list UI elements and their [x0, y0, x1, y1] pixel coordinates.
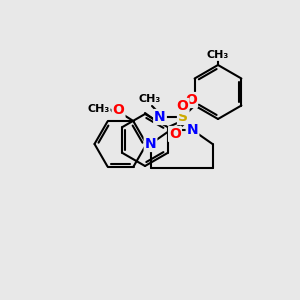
Text: S: S — [178, 110, 188, 124]
Text: N: N — [145, 137, 156, 151]
Text: O: O — [169, 127, 181, 141]
Text: O: O — [177, 99, 188, 113]
Text: N: N — [187, 123, 198, 137]
Text: O: O — [112, 103, 124, 118]
Text: CH₃: CH₃ — [139, 94, 161, 104]
Text: CH₃: CH₃ — [87, 104, 110, 115]
Text: N: N — [154, 110, 166, 124]
Text: O: O — [185, 93, 197, 107]
Text: CH₃: CH₃ — [207, 50, 229, 60]
